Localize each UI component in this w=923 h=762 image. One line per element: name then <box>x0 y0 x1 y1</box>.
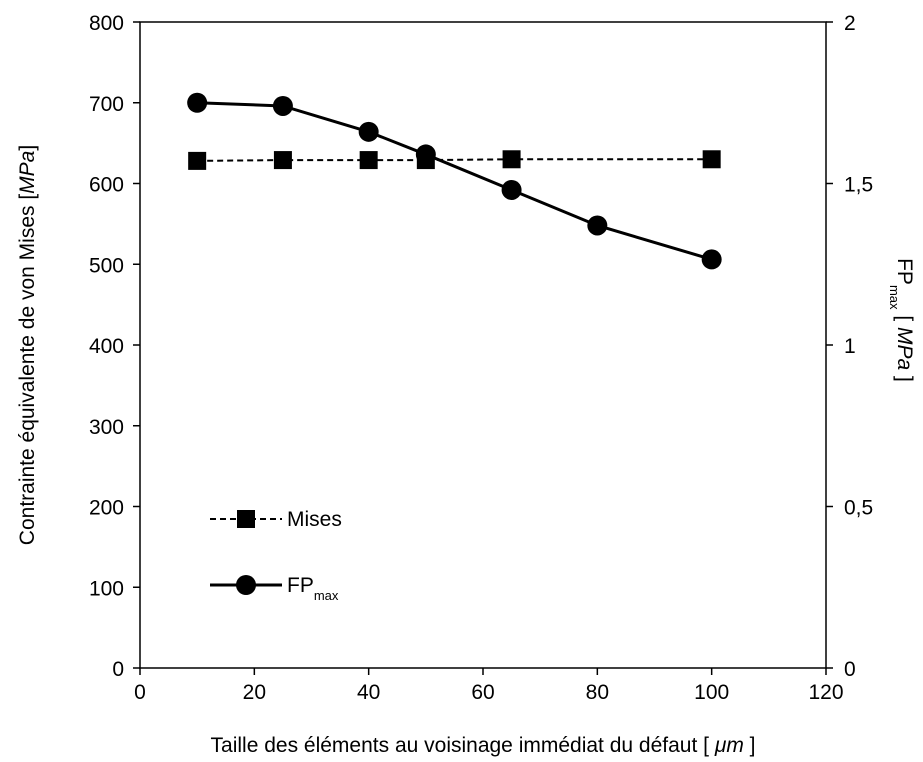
data-point-mises <box>188 151 207 170</box>
x-tick-label: 20 <box>243 681 266 704</box>
series-line-fpmax <box>197 101 713 261</box>
legend: Mises FPmax <box>210 508 342 603</box>
y-left-tick-label: 300 <box>89 416 124 439</box>
y-left-tick-label: 500 <box>89 254 124 277</box>
data-point-fpmax <box>187 92 208 113</box>
data-point-fpmax <box>272 95 293 116</box>
data-point-fpmax <box>501 179 522 200</box>
x-tick-label: 120 <box>808 681 843 704</box>
x-tick-label: 60 <box>471 681 494 704</box>
data-point-fpmax <box>415 144 436 165</box>
y-right-tick-label: 0 <box>844 658 856 681</box>
y-right-tick-label: 1,5 <box>844 174 873 197</box>
y-left-tick-label: 0 <box>112 658 124 681</box>
data-point-mises <box>502 150 521 169</box>
y-left-tick-label: 700 <box>89 93 124 116</box>
x-axis-label: Taille des éléments au voisinage immédia… <box>211 734 756 757</box>
legend-item-fpmax: FPmax <box>210 574 339 603</box>
series-line-mises <box>197 158 712 162</box>
x-axis-ticks: 0 20 40 60 80 100 120 <box>134 668 844 704</box>
x-tick-label: 40 <box>357 681 380 704</box>
y-left-tick-label: 600 <box>89 174 124 197</box>
y-left-axis-ticks: 0 100 200 300 400 500 600 700 800 <box>89 12 140 681</box>
y-left-tick-label: 100 <box>89 577 124 600</box>
y-right-tick-label: 1 <box>844 335 856 358</box>
data-point-fpmax <box>701 249 722 270</box>
legend-fpmax-marker <box>236 575 256 595</box>
y-right-axis-label: FPmax [ MPa ] <box>887 258 916 382</box>
legend-fpmax-label: FPmax <box>287 574 339 603</box>
y-right-tick-label: 0,5 <box>844 497 873 520</box>
plot-frame <box>139 21 827 669</box>
y-left-tick-label: 200 <box>89 497 124 520</box>
legend-item-mises: Mises <box>210 508 342 531</box>
legend-mises-marker <box>237 510 255 528</box>
series-layer <box>187 92 722 270</box>
data-point-mises <box>273 151 292 170</box>
legend-mises-label: Mises <box>287 508 342 531</box>
x-tick-label: 100 <box>694 681 729 704</box>
data-point-mises <box>359 151 378 170</box>
y-left-tick-label: 800 <box>89 12 124 35</box>
x-tick-label: 0 <box>134 681 146 704</box>
y-right-axis-ticks: 0 0,5 1 1,5 2 <box>826 12 873 681</box>
y-right-tick-label: 2 <box>844 12 856 35</box>
data-point-mises <box>702 150 721 169</box>
plot-area <box>139 21 827 669</box>
data-point-fpmax <box>587 215 608 236</box>
y-left-axis-label: Contrainte équivalente de von Mises [MPa… <box>16 145 39 545</box>
y-left-tick-label: 400 <box>89 335 124 358</box>
x-tick-label: 80 <box>586 681 609 704</box>
data-point-fpmax <box>358 121 379 142</box>
